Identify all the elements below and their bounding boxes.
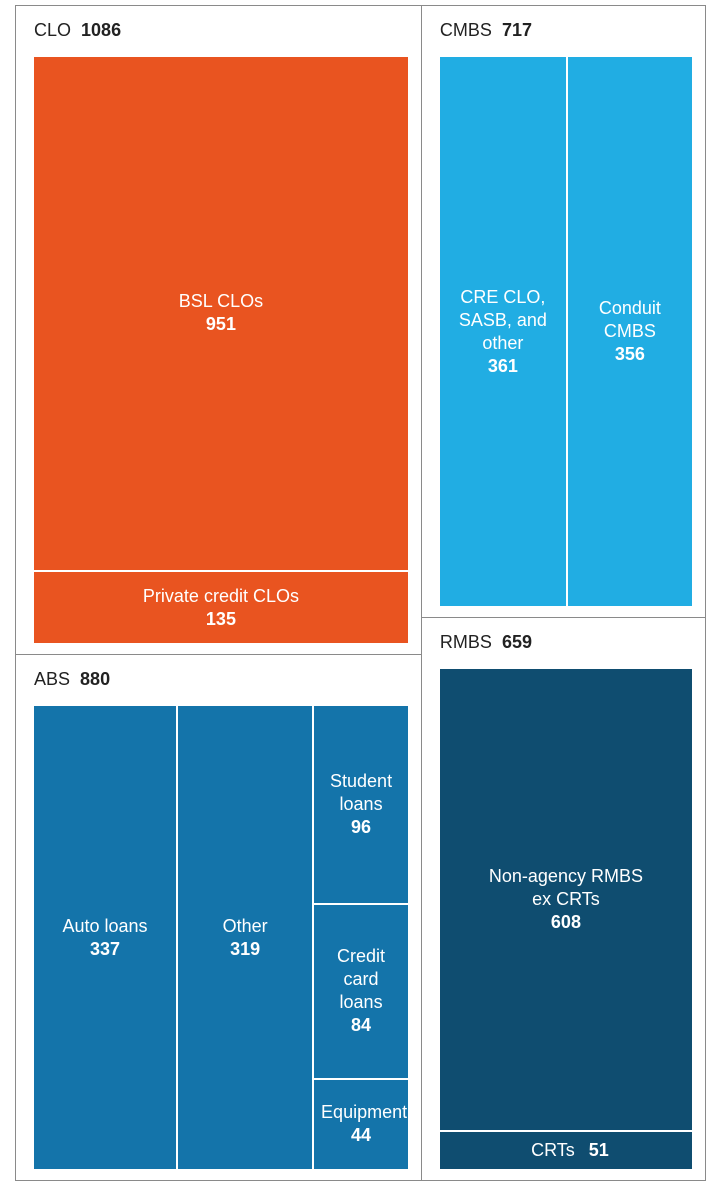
group-value: 880 <box>80 669 111 690</box>
cell-value: 84 <box>351 1015 372 1036</box>
cell-name: CRE CLO, SASB, and other <box>458 286 547 353</box>
cell-value: 608 <box>550 912 581 933</box>
cell-name: Non-agency RMBS ex CRTs <box>488 866 643 910</box>
cell-name: Conduit CMBS <box>598 298 661 342</box>
group-name: ABS <box>34 669 71 690</box>
cell-name: CRTs <box>531 1140 575 1161</box>
group-label: RMBS 659 <box>440 632 532 653</box>
treemap-cell: Equipment 44 <box>313 1078 409 1170</box>
cell-value: 337 <box>89 938 120 959</box>
cell-name: Private credit CLOs <box>142 585 299 606</box>
group-label: ABS 880 <box>34 669 110 690</box>
group-label: CLO 1086 <box>34 20 121 41</box>
treemap-cell: Credit card loans 84 <box>313 904 409 1079</box>
cell-name: Auto loans <box>62 915 148 936</box>
treemap-cell: Student loans 96 <box>313 705 409 905</box>
treemap-cell: Auto loans 337 <box>33 705 177 1170</box>
cell-name: Other <box>222 915 268 936</box>
group-value: 1086 <box>81 20 122 40</box>
cell-value: 51 <box>588 1140 609 1161</box>
cell-value: 361 <box>487 355 518 376</box>
treemap-cell: Other 319 <box>176 705 314 1170</box>
cell-value: 44 <box>351 1125 372 1146</box>
treemap-cell: Conduit CMBS 356 <box>566 56 693 608</box>
cell-value: 319 <box>230 938 261 959</box>
group-name: RMBS <box>439 632 492 653</box>
cell-value: 951 <box>205 314 236 335</box>
group-name: CMBS <box>439 20 492 40</box>
treemap-cell: CRE CLO, SASB, and other 361 <box>438 56 567 608</box>
cell-value: 356 <box>614 344 645 365</box>
group-name: CLO <box>34 20 72 40</box>
cell-name: Equipment <box>321 1102 408 1123</box>
cell-value: 135 <box>205 608 236 629</box>
treemap-cell: CRTs 51 <box>438 1131 693 1170</box>
group-value: 659 <box>501 632 532 653</box>
group-label: CMBS 717 <box>440 20 532 41</box>
cell-name: Credit card loans <box>337 946 386 1013</box>
treemap-cell: Non-agency RMBS ex CRTs 608 <box>438 668 693 1132</box>
treemap-cell: Private credit CLOs 135 <box>33 570 409 645</box>
cell-value: 96 <box>351 817 372 838</box>
cell-name: BSL CLOs <box>178 291 264 312</box>
treemap-cell: BSL CLOs 951 <box>33 56 409 571</box>
group-value: 717 <box>501 20 532 40</box>
cell-name: Student loans <box>330 771 393 815</box>
